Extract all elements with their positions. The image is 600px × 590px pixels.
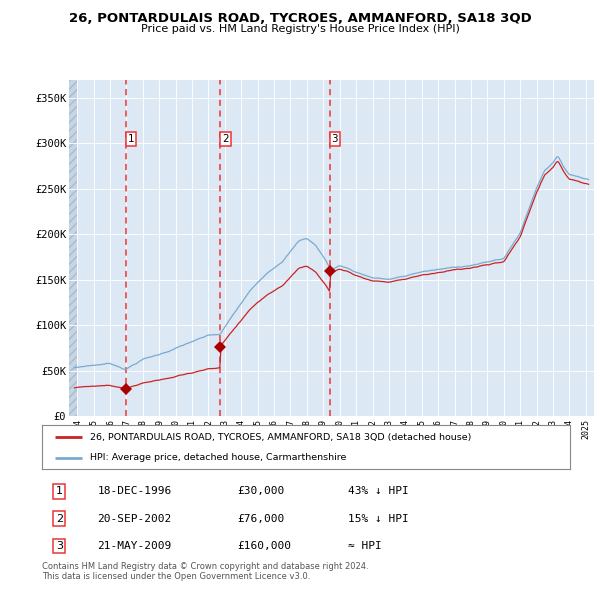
Text: Price paid vs. HM Land Registry's House Price Index (HPI): Price paid vs. HM Land Registry's House … <box>140 24 460 34</box>
Text: 3: 3 <box>331 134 338 144</box>
Text: 2: 2 <box>222 134 229 144</box>
Text: 1: 1 <box>128 134 134 144</box>
Text: ≈ HPI: ≈ HPI <box>348 541 382 551</box>
Polygon shape <box>69 80 77 416</box>
Text: 21-MAY-2009: 21-MAY-2009 <box>97 541 172 551</box>
Text: 18-DEC-1996: 18-DEC-1996 <box>97 487 172 496</box>
Text: 26, PONTARDULAIS ROAD, TYCROES, AMMANFORD, SA18 3QD (detached house): 26, PONTARDULAIS ROAD, TYCROES, AMMANFOR… <box>89 432 471 442</box>
Text: £30,000: £30,000 <box>238 487 284 496</box>
Text: 1: 1 <box>56 487 63 496</box>
Text: £160,000: £160,000 <box>238 541 292 551</box>
Text: This data is licensed under the Open Government Licence v3.0.: This data is licensed under the Open Gov… <box>42 572 310 581</box>
Text: 3: 3 <box>56 541 63 551</box>
Text: HPI: Average price, detached house, Carmarthenshire: HPI: Average price, detached house, Carm… <box>89 454 346 463</box>
Text: 43% ↓ HPI: 43% ↓ HPI <box>348 487 409 496</box>
Text: 26, PONTARDULAIS ROAD, TYCROES, AMMANFORD, SA18 3QD: 26, PONTARDULAIS ROAD, TYCROES, AMMANFOR… <box>68 12 532 25</box>
Text: £76,000: £76,000 <box>238 514 284 524</box>
Text: 20-SEP-2002: 20-SEP-2002 <box>97 514 172 524</box>
Text: Contains HM Land Registry data © Crown copyright and database right 2024.: Contains HM Land Registry data © Crown c… <box>42 562 368 571</box>
Text: 15% ↓ HPI: 15% ↓ HPI <box>348 514 409 524</box>
Text: 2: 2 <box>56 514 63 524</box>
